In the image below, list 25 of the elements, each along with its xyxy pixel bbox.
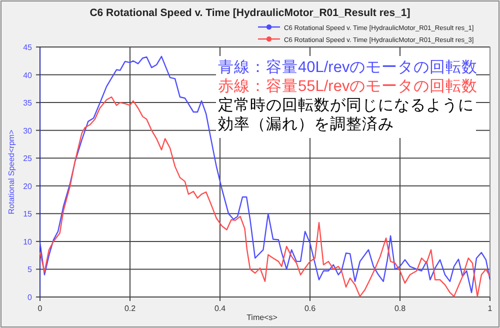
annotation: 青線：容量40L/revのモータの回転数: [218, 58, 478, 76]
annotation: 赤線：容量55L/revのモータの回転数: [218, 77, 478, 95]
y-tick-label: 45: [23, 43, 33, 52]
y-tick-label: 0: [28, 293, 33, 302]
x-tick-label: 0.2: [124, 304, 136, 313]
chart-title: C6 Rotational Speed v. Time [HydraulicMotor_R01_Result res_1]: [90, 7, 410, 19]
line-series: [39, 96, 491, 298]
x-tick-label: 1: [488, 304, 493, 313]
annotation: 定常時の回転数が同じになるように: [218, 96, 474, 114]
y-axis-title: Rotational Speed<rpm>: [7, 129, 16, 214]
y-tick-label: 20: [23, 182, 33, 191]
y-tick-label: 5: [28, 265, 33, 274]
y-tick-label: 35: [23, 98, 33, 108]
y-tick-label: 10: [23, 237, 33, 246]
y-tick-label: 25: [23, 154, 33, 164]
x-tick-label: 0: [38, 304, 43, 313]
x-tick-label: 0.8: [394, 304, 406, 313]
y-tick-label: 30: [23, 126, 33, 136]
x-tick-label: 0.6: [304, 304, 316, 313]
x-axis-title: Time<s>: [246, 313, 278, 322]
x-tick-label: 0.4: [214, 304, 226, 313]
line-series: [39, 56, 491, 294]
annotation: 効率（漏れ）を調整済み: [218, 115, 394, 133]
y-tick-label: 40: [23, 70, 33, 80]
y-tick-label: 15: [23, 210, 33, 219]
